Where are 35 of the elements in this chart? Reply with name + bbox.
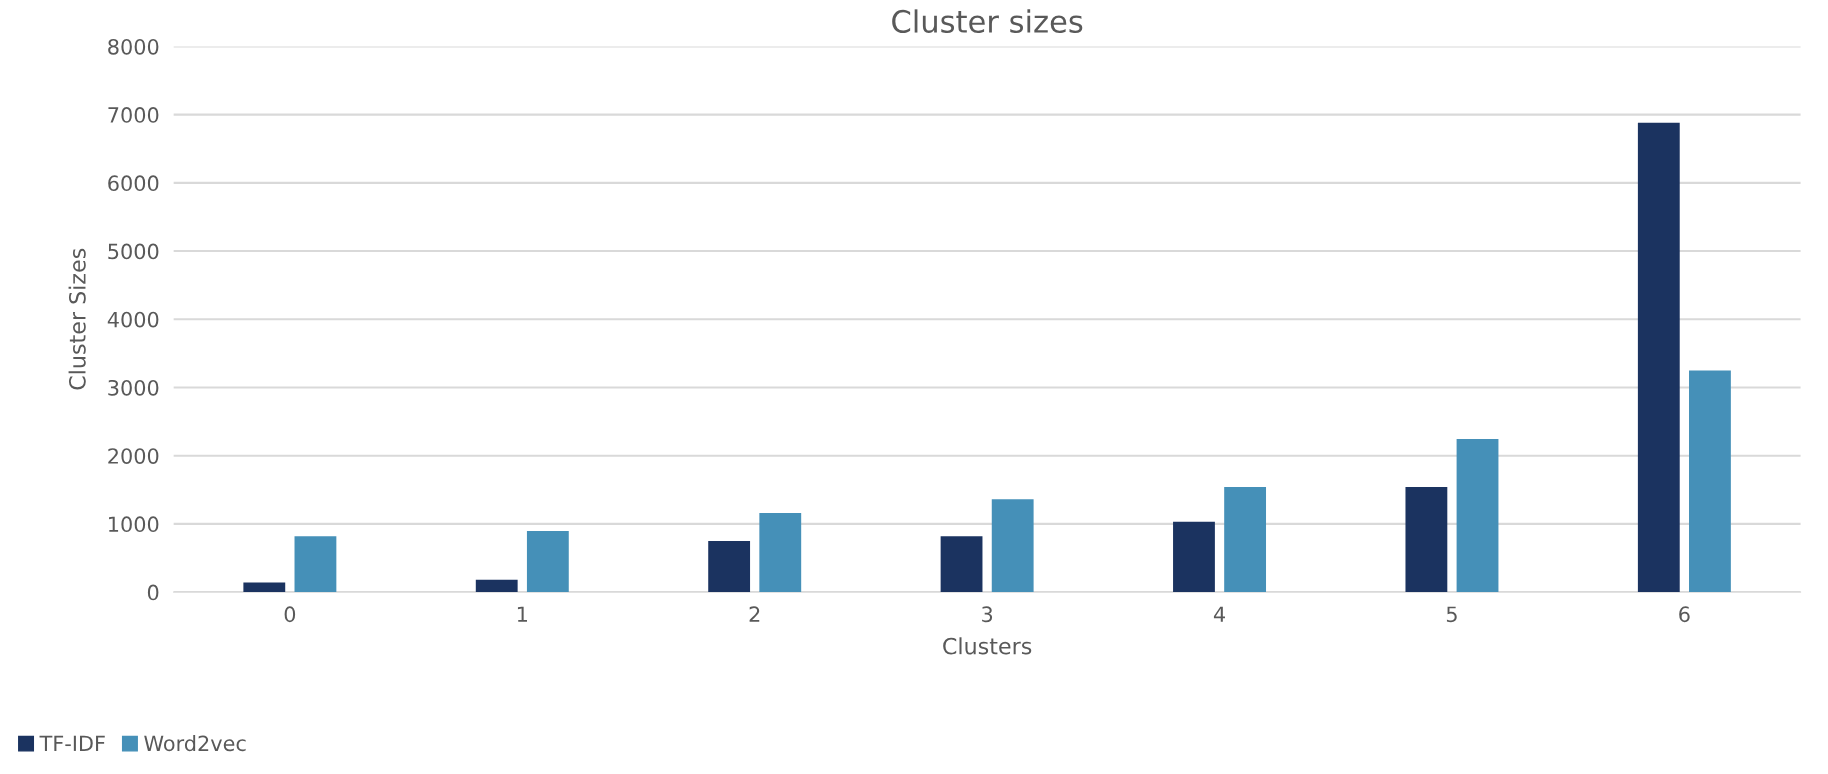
y-tick-label: 2000 xyxy=(108,448,159,464)
y-tick-label: 3000 xyxy=(108,379,159,396)
y-tick-label: 0 xyxy=(147,584,159,601)
y-tick-label: 6000 xyxy=(108,175,159,192)
bar xyxy=(1689,370,1731,593)
bar xyxy=(1637,122,1680,593)
x-axis-title: Clusters xyxy=(943,637,1032,655)
y-axis-title: Cluster Sizes xyxy=(68,248,86,390)
bar xyxy=(243,582,286,593)
x-tick-label: 1 xyxy=(517,606,527,622)
y-tick-label: 5000 xyxy=(108,243,159,260)
bar xyxy=(526,531,569,593)
y-tick-label: 8000 xyxy=(108,38,159,55)
chart-title: Cluster sizes xyxy=(892,9,1083,33)
bar xyxy=(1224,487,1267,593)
x-tick-label: 0 xyxy=(284,606,296,623)
x-tick-label: 2 xyxy=(749,606,760,622)
x-tick-label: 6 xyxy=(1679,606,1690,623)
x-tick-label: 5 xyxy=(1446,606,1457,623)
bar xyxy=(1456,438,1499,593)
y-tick-label: 1000 xyxy=(109,516,159,533)
x-tick-label: 3 xyxy=(982,606,993,623)
legend-label: Word2vec xyxy=(144,735,246,752)
bar xyxy=(759,512,802,593)
bar xyxy=(1173,521,1215,593)
bar xyxy=(475,579,518,593)
bar xyxy=(1405,487,1448,593)
bar xyxy=(940,536,983,593)
bar xyxy=(294,536,337,593)
bar xyxy=(991,499,1034,593)
legend-label: TF-IDF xyxy=(39,735,105,751)
y-tick-label: 7000 xyxy=(108,107,159,123)
bar xyxy=(708,540,751,593)
x-tick-label: 4 xyxy=(1213,606,1225,622)
y-tick-label: 4000 xyxy=(107,311,159,328)
